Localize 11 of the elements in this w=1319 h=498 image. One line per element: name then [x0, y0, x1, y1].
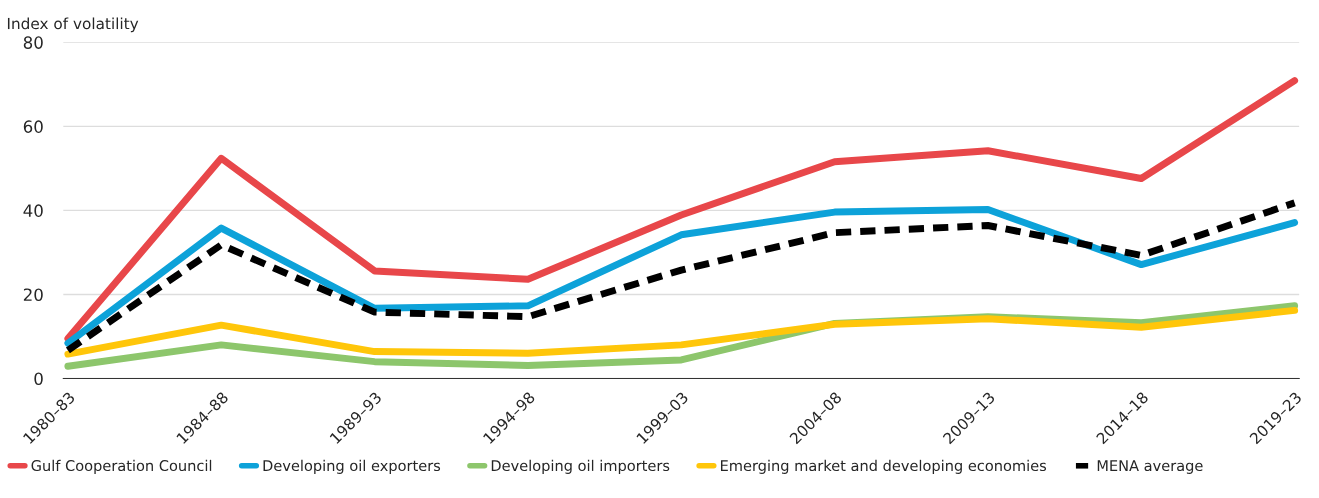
y-tick-label: 80 — [23, 36, 43, 49]
legend-label: Emerging market and developing economies — [721, 459, 1047, 474]
y-tick-label: 20 — [23, 288, 43, 302]
legend-label: MENA average — [1097, 460, 1203, 474]
legend-label: Developing oil importers — [491, 459, 670, 474]
y-tick-label: 60 — [23, 120, 43, 133]
legend-label: Developing oil exporters — [263, 459, 441, 474]
y-tick-label: 40 — [23, 204, 43, 217]
y-axis-title: Index of volatility — [7, 17, 139, 33]
legend-label: Gulf Cooperation Council — [31, 459, 212, 474]
y-tick-label: 0 — [34, 372, 43, 386]
